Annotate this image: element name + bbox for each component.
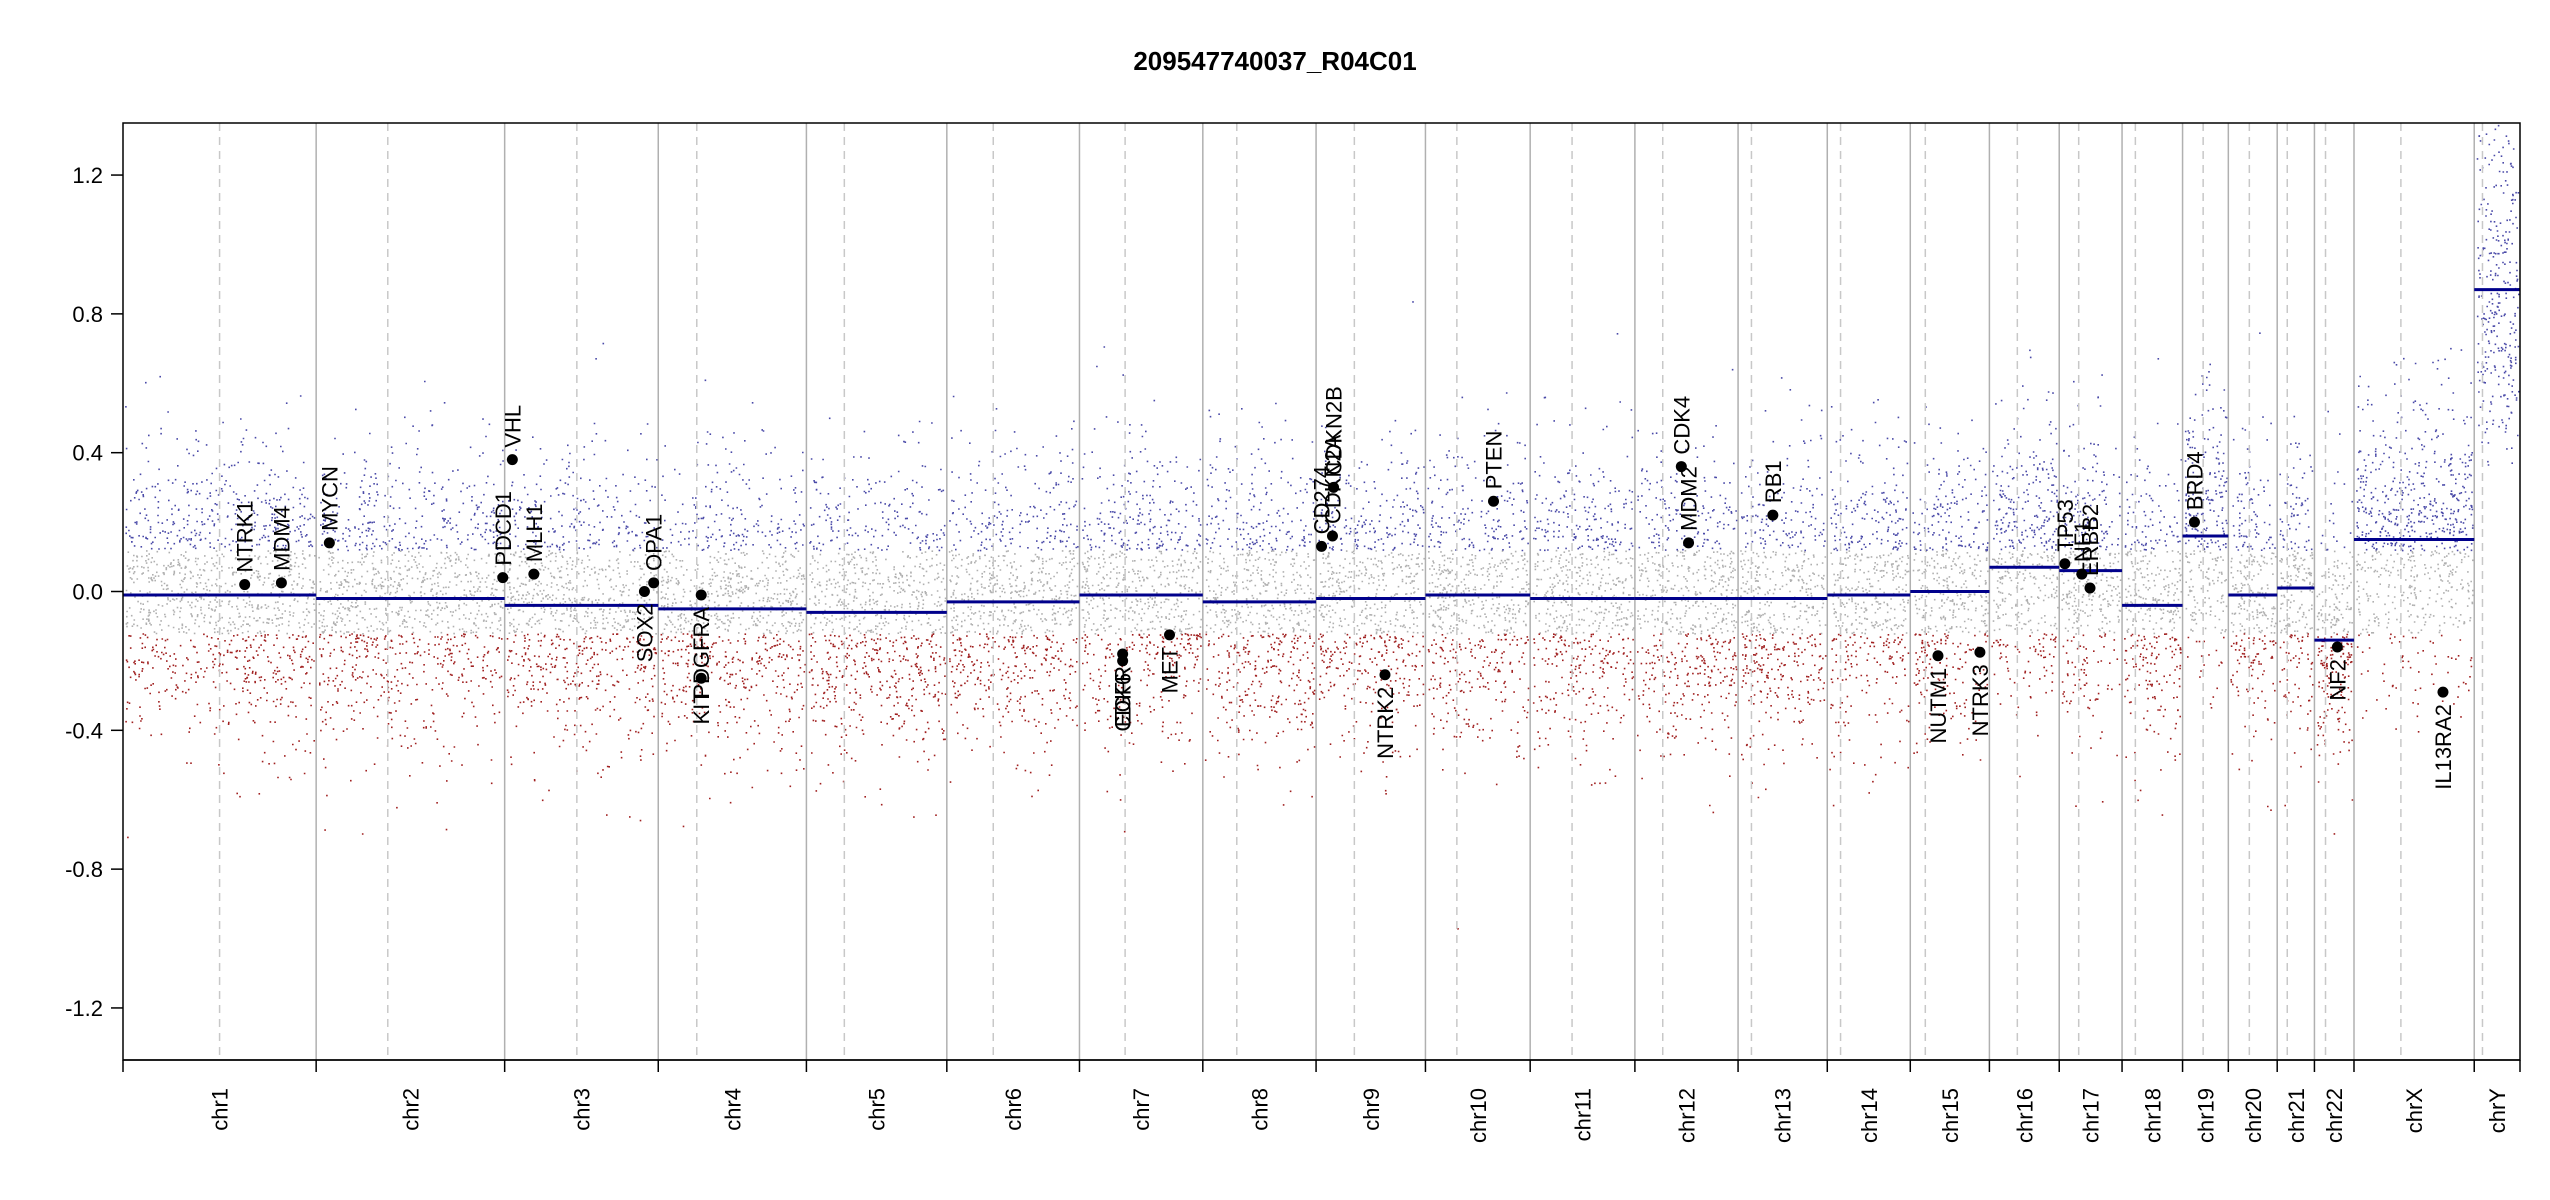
gene-point-cdk6 — [1117, 655, 1129, 667]
gene-label-ntrk3: NTRK3 — [1968, 664, 1993, 736]
gene-label-cdkn2a: CDKN2A — [1320, 434, 1345, 524]
gene-point-pten — [1488, 495, 1500, 507]
gene-label-nf2: NF2 — [2325, 659, 2350, 701]
gene-point-vhl — [506, 454, 518, 466]
chromosome-label-chrX: chrX — [2402, 1088, 2427, 1134]
chromosome-lines-layer — [218, 123, 2484, 1060]
gene-point-sox2 — [638, 586, 650, 597]
gene-label-cdk6: CDK6 — [1111, 673, 1136, 732]
chromosome-label-chr16: chr16 — [2012, 1088, 2037, 1143]
y-axis: 1.2 0.8 0.4 0.0 -0.4 -0.8 -1.2 — [65, 163, 123, 1021]
gene-markers-layer: NTRK1 MDM4 MYCN PDCD1 VHL MLH1 SOX2 OPA1 PDGFRAK… — [233, 386, 2456, 790]
gene-point-nf2 — [2331, 641, 2343, 653]
gene-label-mdm4: MDM4 — [269, 506, 294, 571]
x-axis: chr1 chr2 chr3 chr4 chr5 chr6 chr7 chr8 chr9 chr1… — [122, 1059, 2521, 1143]
chromosome-label-chr21: chr21 — [2284, 1088, 2309, 1143]
chromosome-label-chr2: chr2 — [398, 1088, 423, 1131]
gene-point-mdm4 — [275, 577, 287, 589]
chromosome-label-chr6: chr6 — [1001, 1088, 1026, 1131]
gene-label-rb1: RB1 — [1761, 460, 1786, 503]
chromosome-label-chr8: chr8 — [1247, 1088, 1272, 1131]
gene-label-tp53: TP53 — [2053, 499, 2078, 552]
gene-label-brd4: BRD4 — [2182, 451, 2207, 510]
chromosome-label-chr17: chr17 — [2079, 1088, 2104, 1143]
gene-label-ntrk1: NTRK1 — [233, 500, 258, 572]
gene-point-brd4 — [2188, 516, 2200, 528]
gene-point-pdcd1 — [497, 572, 509, 584]
chromosome-label-chr13: chr13 — [1771, 1088, 1796, 1143]
gene-label-pdcd1: PDCD1 — [491, 491, 516, 566]
gene-label-mdm2: MDM2 — [1677, 466, 1702, 531]
gene-point-pdgfra — [695, 589, 707, 601]
chart-title: 209547740037_R04C01 — [1133, 46, 1416, 76]
chromosome-label-chr4: chr4 — [720, 1088, 745, 1131]
gene-point-opa1 — [648, 577, 660, 589]
gene-point-mdm2 — [1683, 537, 1695, 549]
y-tick-label: -0.8 — [65, 857, 103, 882]
gene-point-ntrk3 — [1974, 646, 1986, 658]
gene-point-nutm1 — [1932, 650, 1944, 662]
loss-probe-points — [125, 633, 2473, 930]
gene-label-cdkn2b: CDKN2B — [1322, 386, 1347, 475]
y-tick-label: 0.4 — [72, 441, 103, 466]
gene-point-mycn — [323, 537, 335, 549]
gene-point-tp53 — [2059, 558, 2071, 570]
gene-point-cd274 — [1316, 540, 1328, 552]
gene-label-cdk4: CDK4 — [1669, 396, 1694, 455]
chromosome-label-chr11: chr11 — [1571, 1088, 1596, 1141]
gene-label-sox2: SOX2 — [632, 604, 657, 663]
gene-label-vhl: VHL — [500, 405, 525, 448]
y-tick-label: -0.4 — [65, 718, 103, 743]
gene-point-met — [1164, 629, 1176, 641]
gene-point-mlh1 — [528, 568, 540, 580]
chromosome-label-chr15: chr15 — [1938, 1088, 1963, 1143]
gene-label-mycn: MYCN — [317, 466, 342, 531]
gene-label-ntrk2: NTRK2 — [1373, 687, 1398, 759]
chromosome-label-chr7: chr7 — [1129, 1088, 1154, 1131]
chromosome-label-chr3: chr3 — [569, 1088, 594, 1131]
y-tick-label: -1.2 — [65, 996, 103, 1021]
y-tick-label: 0.0 — [72, 580, 103, 605]
y-tick-label: 1.2 — [72, 163, 103, 188]
gene-label-opa1: OPA1 — [642, 514, 667, 571]
chromosome-label-chrY: chrY — [2485, 1088, 2510, 1134]
chromosome-label-chr12: chr12 — [1674, 1088, 1699, 1143]
gene-label-mlh1: MLH1 — [522, 503, 547, 562]
gene-label-erbb2: ERBB2 — [2078, 504, 2103, 576]
gene-label-met: MET — [1158, 647, 1183, 693]
chromosome-label-chr22: chr22 — [2322, 1088, 2347, 1143]
chromosome-label-chr19: chr19 — [2193, 1088, 2218, 1143]
gene-label-nf1: NF1 — [2070, 521, 2095, 563]
gene-label-egfr: EGFR — [1111, 666, 1136, 727]
gene-point-erbb2 — [2084, 582, 2096, 594]
chromosome-label-chr10: chr10 — [1466, 1088, 1491, 1143]
chromosome-label-chr20: chr20 — [2241, 1088, 2266, 1143]
chromosome-label-chr14: chr14 — [1857, 1088, 1882, 1143]
gene-point-ntrk1 — [239, 579, 251, 591]
gene-point-nf1 — [2076, 568, 2088, 580]
chromosome-label-chr18: chr18 — [2140, 1088, 2165, 1143]
gene-point-ntrk2 — [1379, 669, 1391, 681]
chromosome-label-chr9: chr9 — [1359, 1088, 1384, 1131]
gene-label-il13ra2: IL13RA2 — [2431, 704, 2456, 790]
gene-point-il13ra2 — [2437, 686, 2449, 698]
segments-layer — [123, 288, 2520, 642]
gene-label-kit: KIT — [689, 690, 714, 724]
chromosome-label-chr1: chr1 — [208, 1088, 233, 1131]
gene-label-nutm1: NUTM1 — [1926, 668, 1951, 744]
plot-frame — [122, 122, 2521, 1061]
gene-point-cdkn2b — [1328, 481, 1340, 493]
gene-label-pten: PTEN — [1482, 431, 1507, 490]
gene-point-cdkn2a — [1326, 530, 1338, 542]
gene-label-cd274: CD274 — [1310, 466, 1335, 534]
gene-point-cdk4 — [1675, 461, 1687, 473]
chromosome-label-chr5: chr5 — [865, 1088, 890, 1131]
gene-point-kit — [695, 672, 707, 684]
y-tick-label: 0.8 — [72, 302, 103, 327]
gene-point-rb1 — [1767, 509, 1779, 521]
gene-label-pdgfra: PDGFRA — [689, 607, 714, 699]
